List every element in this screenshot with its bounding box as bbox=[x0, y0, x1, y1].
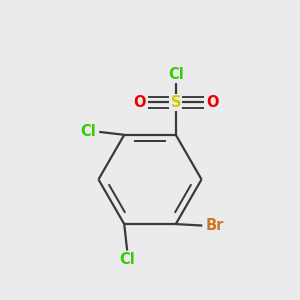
Text: Br: Br bbox=[205, 218, 224, 233]
Text: S: S bbox=[170, 95, 181, 110]
Text: Cl: Cl bbox=[119, 252, 135, 267]
Text: O: O bbox=[206, 95, 219, 110]
Text: O: O bbox=[133, 95, 146, 110]
Text: Cl: Cl bbox=[80, 124, 96, 140]
Text: Cl: Cl bbox=[168, 67, 184, 82]
